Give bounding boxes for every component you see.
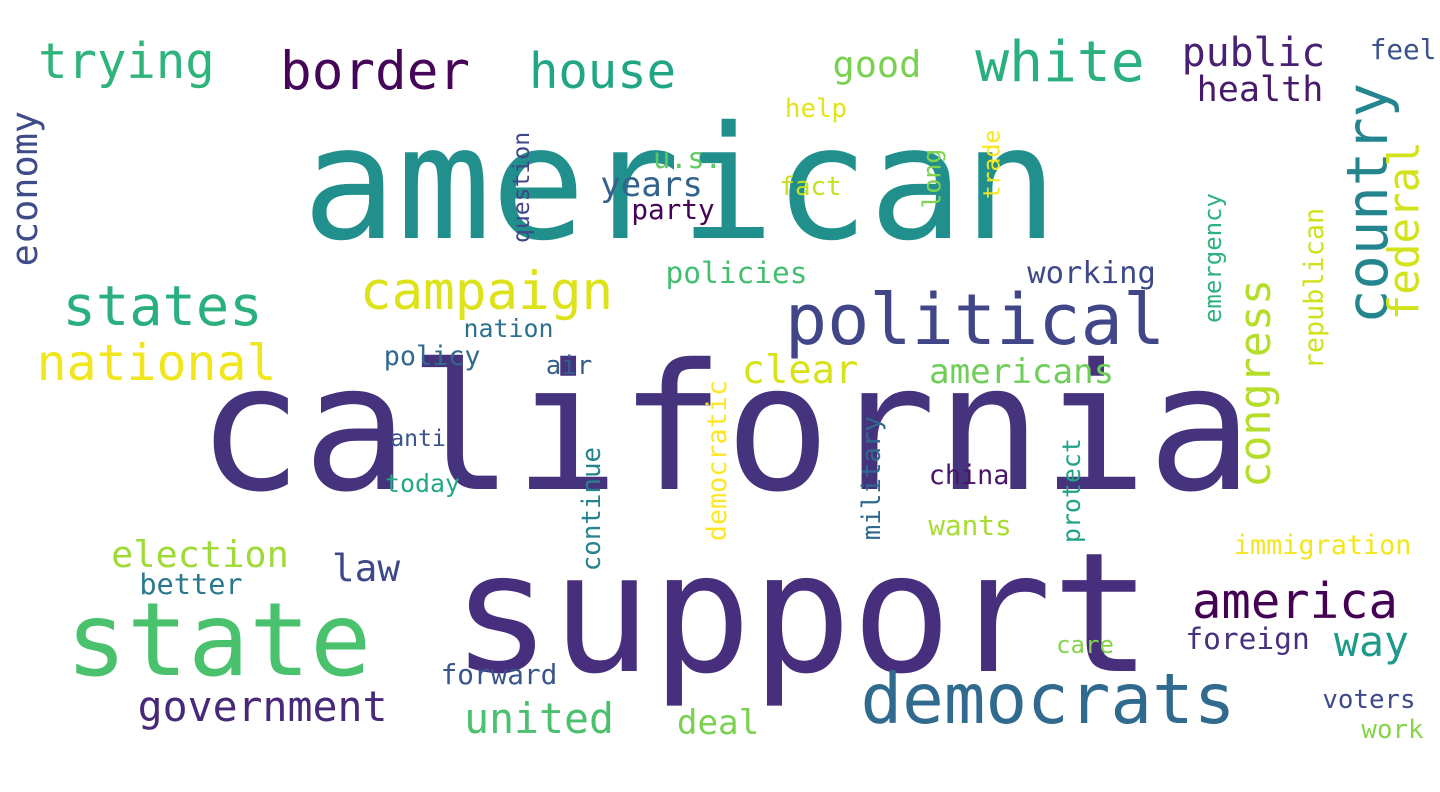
word-american: american xyxy=(302,93,1058,277)
word-question: question xyxy=(508,131,535,244)
word-federal: federal xyxy=(1380,140,1430,320)
word-campaign: campaign xyxy=(359,260,614,322)
word-america: america xyxy=(1191,572,1398,630)
word-party: party xyxy=(631,192,715,226)
word-way: way xyxy=(1334,617,1409,667)
word-policies: policies xyxy=(665,255,808,290)
word-state: state xyxy=(65,580,372,699)
word-today: today xyxy=(385,468,460,498)
word-national: national xyxy=(36,333,277,392)
word-work: work xyxy=(1361,714,1424,745)
word-border: border xyxy=(280,40,471,102)
word-political: political xyxy=(784,279,1166,361)
word-u-s: u.s. xyxy=(653,140,722,175)
word-white: white xyxy=(975,29,1145,95)
word-foreign: foreign xyxy=(1185,621,1310,656)
word-nation: nation xyxy=(463,313,554,343)
word-americans: americans xyxy=(929,351,1115,392)
word-wants: wants xyxy=(928,508,1012,542)
word-policy: policy xyxy=(383,340,481,372)
word-trade: trade xyxy=(979,129,1006,199)
word-law: law xyxy=(331,546,401,591)
word-air: air xyxy=(545,350,593,381)
word-protect: protect xyxy=(1056,438,1086,543)
word-feel: feel xyxy=(1369,32,1437,66)
word-united: united xyxy=(464,694,614,744)
word-anti: anti xyxy=(390,426,446,452)
word-fact: fact xyxy=(779,171,842,202)
word-government: government xyxy=(137,682,388,732)
word-good: good xyxy=(832,43,922,87)
word-forward: forward xyxy=(440,657,558,691)
word-voters: voters xyxy=(1322,684,1416,715)
word-congress: congress xyxy=(1231,278,1282,488)
word-democratic: democratic xyxy=(701,379,733,542)
word-economy: economy xyxy=(3,111,47,267)
word-house: house xyxy=(528,42,677,100)
word-immigration: immigration xyxy=(1233,529,1412,561)
word-years: years xyxy=(600,164,704,205)
word-china: china xyxy=(928,459,1010,491)
word-working: working xyxy=(1027,255,1156,291)
word-emergency: emergency xyxy=(1198,192,1227,323)
word-states: states xyxy=(62,274,263,339)
word-trying: trying xyxy=(38,32,215,90)
word-california: california xyxy=(197,327,1253,532)
word-care: care xyxy=(1056,631,1114,659)
word-democrats: democrats xyxy=(860,660,1236,740)
word-health: health xyxy=(1196,68,1324,110)
word-election: election xyxy=(111,533,289,577)
word-better: better xyxy=(139,566,243,601)
word-military: military xyxy=(856,416,887,541)
word-deal: deal xyxy=(676,702,760,743)
word-support: support xyxy=(451,517,1152,711)
word-public: public xyxy=(1181,30,1326,77)
word-clear: clear xyxy=(741,348,859,394)
word-continue: continue xyxy=(576,446,607,572)
word-republican: republican xyxy=(1298,207,1330,370)
word-long: long xyxy=(916,149,946,209)
word-help: help xyxy=(784,93,848,124)
